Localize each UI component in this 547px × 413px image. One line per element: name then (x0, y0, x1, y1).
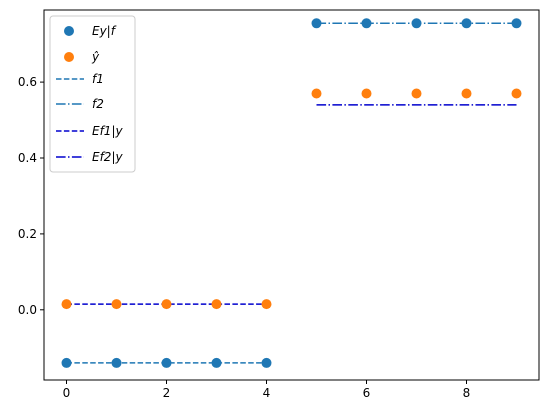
legend-entry-ef1-given-y: Ef1|y (56, 124, 123, 138)
legend-label-y-hat: ŷ (91, 50, 100, 64)
legend: Ey|f ŷ f1 f2 Ef1|y Ef2|y (49, 15, 136, 173)
plot-frame (43, 9, 540, 381)
legend-marker-y-hat (64, 52, 74, 62)
point-ey-given-f-4 (261, 357, 272, 368)
point-y-hat-6 (361, 88, 372, 99)
axis-ticks: 0 2 4 6 8 0.0 0.2 0.4 0.6 (18, 75, 470, 400)
legend-entry-y-hat: ŷ (64, 50, 100, 64)
legend-label-f2: f2 (92, 97, 104, 111)
point-y-hat-8 (461, 88, 472, 99)
point-ey-given-f-2 (161, 357, 172, 368)
x-tick-label-3: 6 (363, 386, 371, 400)
point-ey-given-f-9 (511, 18, 522, 29)
point-ey-given-f-7 (411, 18, 422, 29)
plot-marks (61, 18, 522, 368)
legend-label-f1: f1 (92, 72, 104, 86)
x-tick-label-1: 2 (163, 386, 171, 400)
y-tick-label-3: 0.6 (18, 75, 37, 89)
point-ey-given-f-8 (461, 18, 472, 29)
point-y-hat-5 (311, 88, 322, 99)
point-ey-given-f-5 (311, 18, 322, 29)
point-y-hat-9 (511, 88, 522, 99)
point-ey-given-f-1 (111, 357, 122, 368)
x-tick-label-0: 0 (63, 386, 71, 400)
point-y-hat-7 (411, 88, 422, 99)
legend-entry-ef2-given-y: Ef2|y (56, 150, 123, 164)
point-ey-given-f-6 (361, 18, 372, 29)
point-ey-given-f-0 (61, 357, 72, 368)
legend-label-ef2-given-y: Ef2|y (92, 150, 123, 164)
point-y-hat-3 (211, 299, 222, 310)
legend-entry-f1: f1 (56, 72, 104, 86)
y-tick-label-2: 0.4 (18, 151, 37, 165)
point-y-hat-4 (261, 299, 272, 310)
y-tick-label-1: 0.2 (18, 227, 37, 241)
legend-entry-ey-given-f: Ey|f (64, 24, 117, 38)
point-y-hat-1 (111, 299, 122, 310)
x-tick-label-2: 4 (263, 386, 271, 400)
x-tick-label-4: 8 (463, 386, 471, 400)
legend-entry-f2: f2 (56, 97, 104, 111)
legend-label-ef1-given-y: Ef1|y (92, 124, 123, 138)
point-ey-given-f-3 (211, 357, 222, 368)
point-y-hat-0 (61, 299, 72, 310)
point-y-hat-2 (161, 299, 172, 310)
legend-box (49, 15, 136, 173)
legend-marker-ey-given-f (64, 26, 74, 36)
y-tick-label-0: 0.0 (18, 303, 37, 317)
legend-label-ey-given-f: Ey|f (92, 24, 117, 38)
